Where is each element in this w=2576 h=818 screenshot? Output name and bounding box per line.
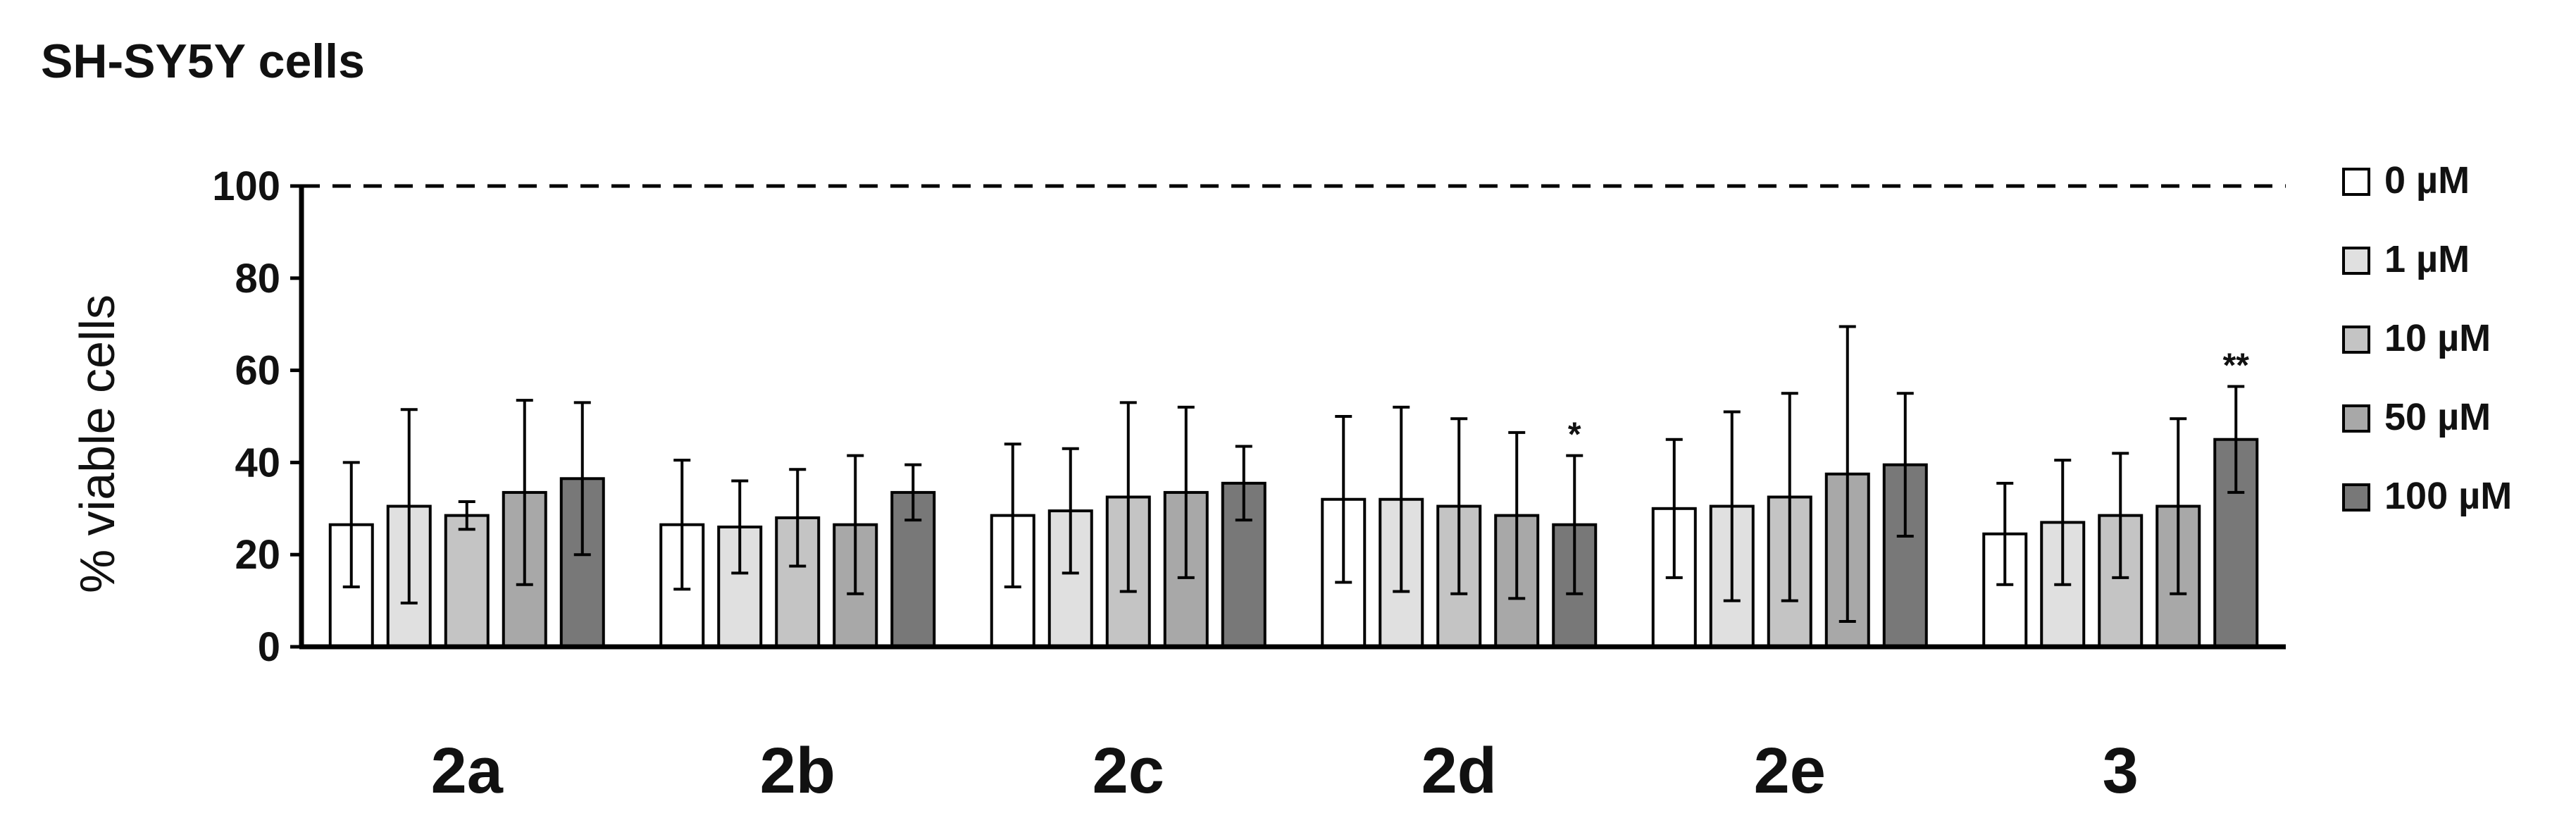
legend-label: 100 µM <box>2384 475 2512 517</box>
x-tick-label: 2a <box>431 735 504 807</box>
legend-label: 50 µM <box>2384 396 2491 438</box>
chart-title: SH-SY5Y cells <box>41 35 365 88</box>
y-tick-label: 40 <box>235 440 280 485</box>
y-tick-label: 20 <box>235 532 280 578</box>
legend-swatch <box>2342 326 2370 354</box>
legend-label: 0 µM <box>2384 159 2470 202</box>
y-axis-label: % viable cells <box>70 295 125 593</box>
x-tick-label: 2c <box>1093 735 1164 807</box>
legend-swatch <box>2342 483 2370 512</box>
legend-swatch <box>2342 168 2370 196</box>
y-tick-label: 0 <box>258 624 280 670</box>
y-tick-label: 100 <box>212 163 280 209</box>
legend-label: 10 µM <box>2384 317 2491 359</box>
x-tick-label: 2e <box>1754 735 1826 807</box>
significance-marker: * <box>1568 416 1581 454</box>
legend-swatch <box>2342 404 2370 433</box>
y-tick-label: 60 <box>235 348 280 394</box>
legend-swatch <box>2342 247 2370 275</box>
x-tick-label: 2d <box>1421 735 1497 807</box>
y-tick-label: 80 <box>235 256 280 302</box>
bar-2a-10M <box>444 514 490 648</box>
significance-marker: ** <box>2223 347 2250 384</box>
legend-label: 1 µM <box>2384 238 2470 280</box>
x-tick-label: 3 <box>2103 735 2139 807</box>
x-tick-label: 2b <box>760 735 835 807</box>
